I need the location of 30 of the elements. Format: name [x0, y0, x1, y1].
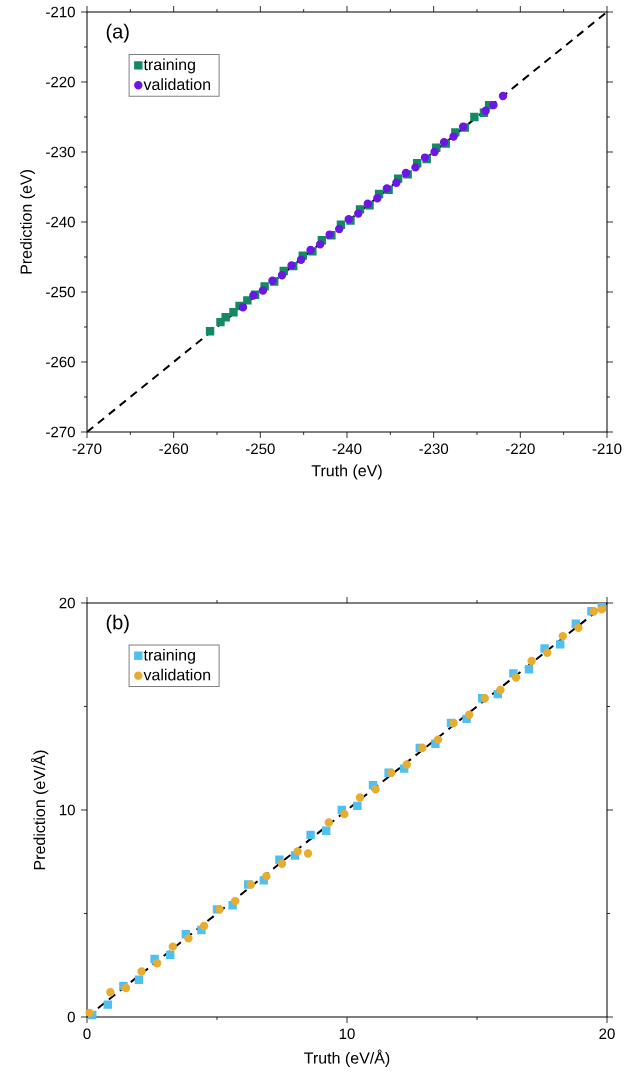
annotation: (b)	[106, 614, 129, 634]
x-tick-label: -210	[592, 443, 622, 455]
x-tick-label: -220	[505, 443, 535, 455]
x-tick-label: -270	[72, 443, 102, 455]
x-tick-label: -260	[159, 443, 189, 455]
x-tick-label: -230	[419, 443, 449, 455]
y-tick-label: -270	[46, 426, 75, 438]
x-axis-title: Truth (eV/Å)	[304, 1049, 390, 1067]
y-tick-label: -250	[46, 286, 75, 298]
legend-label: validation	[143, 78, 211, 91]
y-tick-label: -260	[46, 356, 75, 368]
x-tick-label: 10	[339, 1028, 355, 1040]
y-tick-label: -230	[46, 146, 75, 158]
x-axis-title: Truth (eV)	[311, 464, 382, 480]
y-axis-title: Prediction (eV)	[20, 170, 35, 274]
annotation: (a)	[106, 23, 129, 43]
x-tick-label: 0	[83, 1028, 91, 1040]
x-tick-label: 20	[599, 1028, 615, 1040]
y-tick-label: -240	[46, 216, 75, 228]
y-axis-title: Prediction (eV/Å)	[31, 750, 49, 870]
x-tick-label: -250	[245, 443, 275, 455]
y-tick-label: -220	[46, 76, 75, 88]
legend-label: validation	[143, 668, 211, 681]
x-tick-label: -240	[332, 443, 362, 455]
y-tick-label: 20	[59, 597, 75, 609]
y-tick-label: -210	[46, 6, 75, 18]
y-tick-label: 0	[67, 1011, 75, 1023]
y-tick-label: 10	[59, 804, 75, 816]
legend-label: training	[143, 58, 195, 74]
legend-label: training	[143, 648, 195, 664]
